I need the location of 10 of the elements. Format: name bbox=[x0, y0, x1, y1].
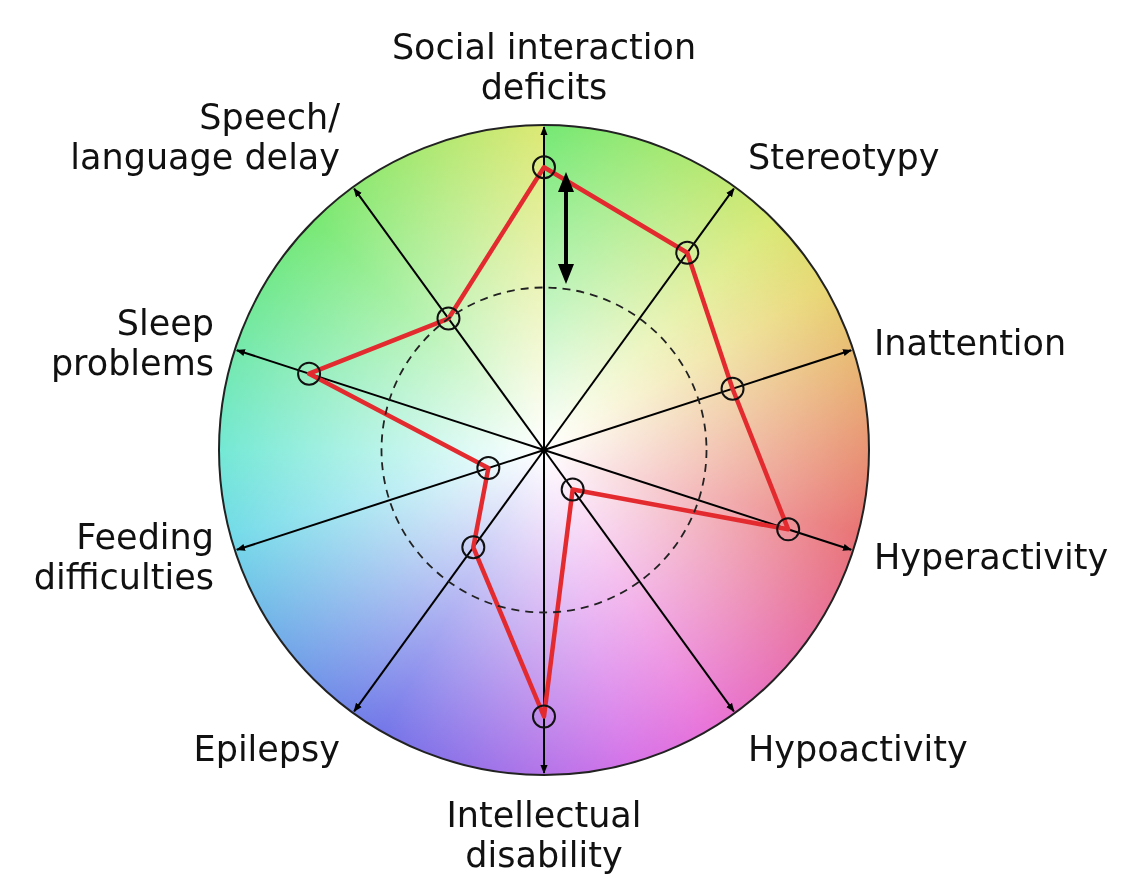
spoke-label: Epilepsy bbox=[193, 728, 341, 769]
spoke-label: Intellectual disability bbox=[446, 795, 642, 875]
spoke-label: Social interaction deficits bbox=[391, 27, 697, 107]
spoke-label: Hypoactivity bbox=[747, 728, 968, 769]
spoke-label: Stereotypy bbox=[747, 137, 940, 178]
spoke-label: Feeding difficulties bbox=[33, 517, 214, 598]
spoke-label: Hyperactivity bbox=[874, 537, 1109, 578]
spoke-label: Sleep problems bbox=[50, 302, 214, 383]
spoke-label: Inattention bbox=[874, 322, 1067, 363]
spoke-label: Speech/ language delay bbox=[70, 97, 341, 178]
